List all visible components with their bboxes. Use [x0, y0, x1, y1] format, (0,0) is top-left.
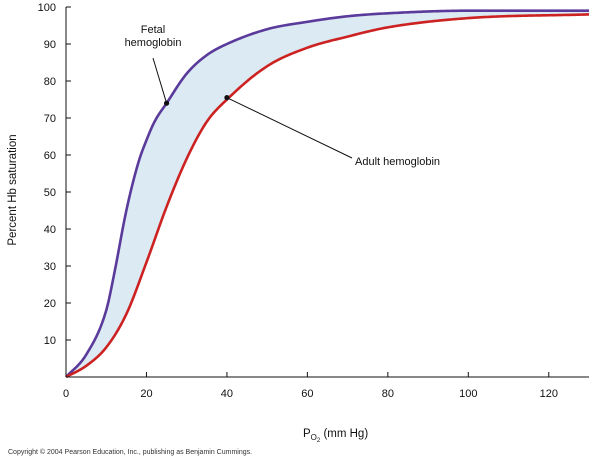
x-tick-label-0: 0 [63, 388, 69, 400]
annotation-label-0: Fetal hemoglobin [125, 24, 182, 49]
series-line-adult-hemoglobin [65, 13, 590, 379]
y-tick-label-90: 90 [44, 39, 56, 51]
saturation-difference-band [66, 10, 589, 377]
y-tick-label-80: 80 [44, 76, 56, 88]
annotation-label-1: Adult hemoglobin [355, 156, 440, 168]
x-tick-label-80: 80 [382, 388, 394, 400]
x-tick-label-40: 40 [221, 388, 233, 400]
x-tick-label-100: 100 [459, 388, 477, 400]
y-tick-label-50: 50 [44, 187, 56, 199]
y-tick-label-70: 70 [44, 113, 56, 125]
x-tick-label-60: 60 [301, 388, 313, 400]
y-axis-label: Percent Hb saturation [7, 134, 19, 245]
series-line-fetal-hemoglobin [65, 9, 589, 378]
x-tick-label-20: 20 [140, 388, 152, 400]
y-tick-label-60: 60 [44, 150, 56, 162]
y-tick-label-20: 20 [44, 298, 56, 310]
y-tick-label-30: 30 [44, 261, 56, 273]
y-tick-label-10: 10 [44, 335, 56, 347]
y-tick-label-100: 100 [38, 2, 56, 14]
x-axis-label-unit: (mm Hg) [320, 428, 368, 440]
x-tick-label-120: 120 [540, 388, 558, 400]
x-axis-label: PO2 (mm Hg) [303, 428, 368, 444]
annotation-leader-line-1 [226, 97, 353, 159]
annotation-point-1 [224, 95, 230, 101]
y-tick-label-40: 40 [44, 224, 56, 236]
annotation-label-line: Adult hemoglobin [355, 156, 440, 168]
x-axis-label-subscript: O [311, 433, 317, 442]
annotation-point-0 [163, 100, 170, 106]
annotation-leader-line-0 [152, 57, 168, 104]
x-axis-label-sub-subscript: 2 [317, 438, 321, 444]
copyright-text: Copyright © 2004 Pearson Education, Inc.… [8, 448, 252, 456]
annotation-label-line: Fetal [141, 24, 165, 36]
annotation-label-line: hemoglobin [125, 37, 182, 49]
x-axis-label-main: P [303, 428, 311, 440]
